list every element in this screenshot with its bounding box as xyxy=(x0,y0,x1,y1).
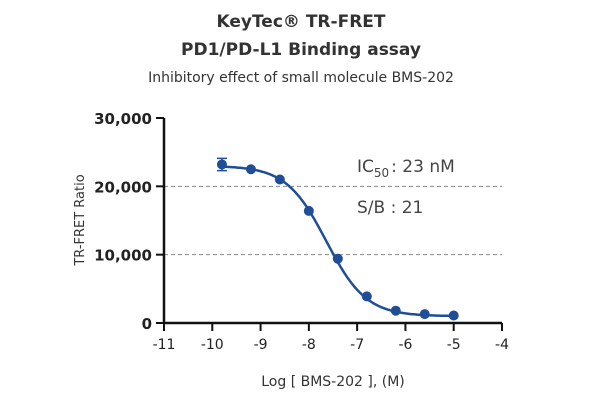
y-tick-label: 20,000 xyxy=(94,178,152,196)
y-axis-label: TR-FRET Ratio xyxy=(73,174,88,266)
sb-annotation: S/B : 21 xyxy=(357,198,423,218)
x-tick-label: -10 xyxy=(201,337,224,353)
data-point xyxy=(332,253,343,264)
y-tick-label: 0 xyxy=(142,315,152,333)
x-tick-label: -8 xyxy=(302,337,316,353)
chart-subtitle: PD1/PD-L1 Binding assay xyxy=(181,40,421,60)
fit-curve xyxy=(221,165,454,318)
ic50-annotation: IC50: 23 nM xyxy=(357,157,455,180)
chart-title: KeyTec® TR-FRET xyxy=(216,12,386,32)
data-point xyxy=(448,310,459,321)
x-tick-label: -4 xyxy=(495,337,509,353)
data-point xyxy=(390,305,401,316)
y-tick-label: 10,000 xyxy=(94,247,152,265)
data-point xyxy=(419,309,430,320)
data-point xyxy=(274,174,285,185)
x-tick-label: -7 xyxy=(350,337,364,353)
x-tick-label: -6 xyxy=(398,337,412,353)
y-tick-label: 30,000 xyxy=(94,110,152,128)
x-axis-label: Log [ BMS-202 ], (M) xyxy=(261,374,405,390)
x-tick-label: -9 xyxy=(254,337,268,353)
x-tick-label: -11 xyxy=(153,337,176,353)
data-point xyxy=(245,164,256,175)
chart-subtitle-2: Inhibitory effect of small molecule BMS-… xyxy=(148,70,454,86)
data-point xyxy=(361,291,372,302)
data-point xyxy=(216,159,227,170)
x-tick-label: -5 xyxy=(447,337,461,353)
data-point xyxy=(303,205,314,216)
